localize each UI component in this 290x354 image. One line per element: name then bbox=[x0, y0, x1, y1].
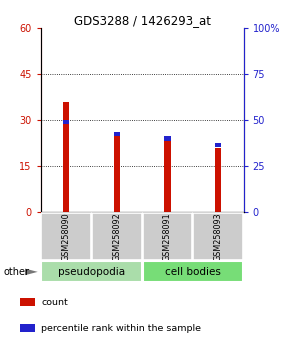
Title: GDS3288 / 1426293_at: GDS3288 / 1426293_at bbox=[74, 14, 211, 27]
Bar bbox=[164, 136, 171, 212]
Bar bbox=[20, 298, 35, 306]
Text: GSM258091: GSM258091 bbox=[163, 212, 172, 261]
Bar bbox=[63, 120, 69, 124]
Bar bbox=[63, 102, 69, 212]
Text: GSM258092: GSM258092 bbox=[112, 212, 121, 261]
Bar bbox=[143, 213, 192, 260]
Bar bbox=[114, 132, 120, 137]
Bar bbox=[215, 143, 221, 147]
Bar bbox=[114, 136, 120, 212]
Bar bbox=[164, 137, 171, 141]
Text: GSM258093: GSM258093 bbox=[214, 212, 223, 261]
Bar bbox=[41, 261, 142, 282]
Text: count: count bbox=[41, 298, 68, 307]
Bar bbox=[41, 213, 91, 260]
Text: cell bodies: cell bodies bbox=[165, 267, 221, 277]
Bar bbox=[92, 213, 142, 260]
Bar bbox=[143, 261, 243, 282]
Bar bbox=[215, 148, 221, 212]
Text: pseudopodia: pseudopodia bbox=[58, 267, 125, 277]
Text: other: other bbox=[4, 267, 30, 277]
Text: GSM258090: GSM258090 bbox=[61, 212, 70, 261]
Text: percentile rank within the sample: percentile rank within the sample bbox=[41, 324, 201, 333]
Bar bbox=[20, 324, 35, 332]
Polygon shape bbox=[25, 268, 38, 275]
Bar bbox=[193, 213, 243, 260]
